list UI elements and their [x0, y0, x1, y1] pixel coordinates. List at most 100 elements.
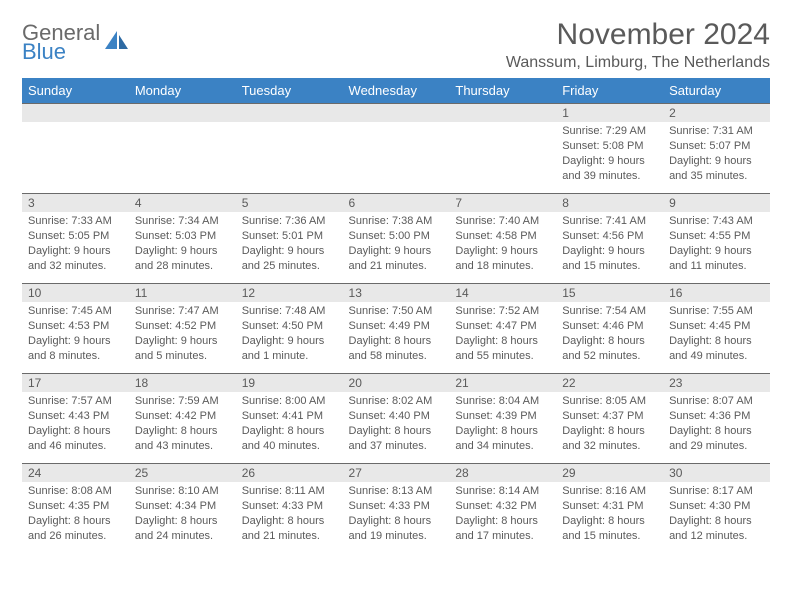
day-cell: 3Sunrise: 7:33 AMSunset: 5:05 PMDaylight… — [22, 193, 129, 283]
day-detail: Sunrise: 7:55 AMSunset: 4:45 PMDaylight:… — [663, 302, 770, 367]
sunrise-text: Sunrise: 7:31 AM — [669, 124, 764, 139]
sunrise-text: Sunrise: 8:05 AM — [562, 394, 657, 409]
day-cell: 1 Sunrise: 7:29 AMSunset: 5:08 PMDaylight… — [556, 103, 663, 193]
day-number: 1 — [556, 103, 663, 122]
weekday-header: Saturday — [663, 78, 770, 103]
day-number: 11 — [129, 283, 236, 302]
day-detail: Sunrise: 7:31 AMSunset: 5:07 PMDaylight:… — [663, 122, 770, 187]
day-number: 29 — [556, 463, 663, 482]
daylight-text: Daylight: 8 hours and 17 minutes. — [455, 514, 550, 544]
calendar-table: Sunday Monday Tuesday Wednesday Thursday… — [22, 78, 770, 547]
sunrise-text: Sunrise: 7:38 AM — [349, 214, 444, 229]
day-cell: 21Sunrise: 8:04 AMSunset: 4:39 PMDayligh… — [449, 373, 556, 463]
daylight-text: Daylight: 8 hours and 43 minutes. — [135, 424, 230, 454]
day-number: 26 — [236, 463, 343, 482]
daylight-text: Daylight: 9 hours and 18 minutes. — [455, 244, 550, 274]
day-cell: 27Sunrise: 8:13 AMSunset: 4:33 PMDayligh… — [343, 463, 450, 547]
weekday-header: Sunday — [22, 78, 129, 103]
day-detail: Sunrise: 7:59 AMSunset: 4:42 PMDaylight:… — [129, 392, 236, 457]
day-detail: Sunrise: 8:07 AMSunset: 4:36 PMDaylight:… — [663, 392, 770, 457]
daylight-text: Daylight: 9 hours and 39 minutes. — [562, 154, 657, 184]
day-detail: Sunrise: 8:14 AMSunset: 4:32 PMDaylight:… — [449, 482, 556, 547]
sunrise-text: Sunrise: 7:50 AM — [349, 304, 444, 319]
sunset-text: Sunset: 4:39 PM — [455, 409, 550, 424]
sunset-text: Sunset: 4:46 PM — [562, 319, 657, 334]
sunset-text: Sunset: 4:34 PM — [135, 499, 230, 514]
sunrise-text: Sunrise: 7:52 AM — [455, 304, 550, 319]
day-cell: 14Sunrise: 7:52 AMSunset: 4:47 PMDayligh… — [449, 283, 556, 373]
sunrise-text: Sunrise: 8:04 AM — [455, 394, 550, 409]
day-number: 4 — [129, 193, 236, 212]
sunrise-text: Sunrise: 7:40 AM — [455, 214, 550, 229]
sunset-text: Sunset: 4:42 PM — [135, 409, 230, 424]
day-detail: Sunrise: 8:13 AMSunset: 4:33 PMDaylight:… — [343, 482, 450, 547]
sunrise-text: Sunrise: 7:29 AM — [562, 124, 657, 139]
weekday-header: Monday — [129, 78, 236, 103]
daylight-text: Daylight: 8 hours and 34 minutes. — [455, 424, 550, 454]
daylight-text: Daylight: 8 hours and 55 minutes. — [455, 334, 550, 364]
day-cell: 9Sunrise: 7:43 AMSunset: 4:55 PMDaylight… — [663, 193, 770, 283]
location: Wanssum, Limburg, The Netherlands — [506, 54, 770, 72]
daylight-text: Daylight: 9 hours and 15 minutes. — [562, 244, 657, 274]
day-cell: 29Sunrise: 8:16 AMSunset: 4:31 PMDayligh… — [556, 463, 663, 547]
day-cell: 2Sunrise: 7:31 AMSunset: 5:07 PMDaylight… — [663, 103, 770, 193]
weekday-header: Tuesday — [236, 78, 343, 103]
day-detail: Sunrise: 7:47 AMSunset: 4:52 PMDaylight:… — [129, 302, 236, 367]
day-detail: Sunrise: 7:34 AMSunset: 5:03 PMDaylight:… — [129, 212, 236, 277]
day-number: 7 — [449, 193, 556, 212]
sunset-text: Sunset: 4:33 PM — [349, 499, 444, 514]
daylight-text: Daylight: 9 hours and 28 minutes. — [135, 244, 230, 274]
day-detail: Sunrise: 8:17 AMSunset: 4:30 PMDaylight:… — [663, 482, 770, 547]
day-detail: Sunrise: 7:50 AMSunset: 4:49 PMDaylight:… — [343, 302, 450, 367]
sunrise-text: Sunrise: 8:00 AM — [242, 394, 337, 409]
day-number: 22 — [556, 373, 663, 392]
sunset-text: Sunset: 4:55 PM — [669, 229, 764, 244]
day-number: 12 — [236, 283, 343, 302]
sunset-text: Sunset: 4:36 PM — [669, 409, 764, 424]
calendar-body: 1Sunrise: 7:29 AMSunset: 5:08 PMDaylight… — [22, 103, 770, 547]
sunrise-text: Sunrise: 8:16 AM — [562, 484, 657, 499]
daylight-text: Daylight: 8 hours and 21 minutes. — [242, 514, 337, 544]
logo-text: General Blue — [22, 24, 100, 61]
day-detail: Sunrise: 7:48 AMSunset: 4:50 PMDaylight:… — [236, 302, 343, 367]
sunset-text: Sunset: 4:49 PM — [349, 319, 444, 334]
week-row: 1 Sunrise: 7:29 AMSunset: 5:08 PMDaylight… — [22, 103, 770, 193]
sunset-text: Sunset: 4:53 PM — [28, 319, 123, 334]
sunset-text: Sunset: 5:00 PM — [349, 229, 444, 244]
daylight-text: Daylight: 9 hours and 32 minutes. — [28, 244, 123, 274]
sunset-text: Sunset: 5:03 PM — [135, 229, 230, 244]
day-number: 16 — [663, 283, 770, 302]
daylight-text: Daylight: 8 hours and 12 minutes. — [669, 514, 764, 544]
day-cell: 24Sunrise: 8:08 AMSunset: 4:35 PMDayligh… — [22, 463, 129, 547]
day-detail: Sunrise: 7:41 AMSunset: 4:56 PMDaylight:… — [556, 212, 663, 277]
day-number — [343, 103, 450, 122]
day-number — [129, 103, 236, 122]
day-cell: 4Sunrise: 7:34 AMSunset: 5:03 PMDaylight… — [129, 193, 236, 283]
day-detail: Sunrise: 7:40 AMSunset: 4:58 PMDaylight:… — [449, 212, 556, 277]
daylight-text: Daylight: 8 hours and 46 minutes. — [28, 424, 123, 454]
day-number: 18 — [129, 373, 236, 392]
logo: General Blue — [22, 24, 130, 61]
sunrise-text: Sunrise: 7:47 AM — [135, 304, 230, 319]
day-number — [22, 103, 129, 122]
day-cell — [236, 103, 343, 193]
sunset-text: Sunset: 4:56 PM — [562, 229, 657, 244]
week-row: 17Sunrise: 7:57 AMSunset: 4:43 PMDayligh… — [22, 373, 770, 463]
sunrise-text: Sunrise: 8:11 AM — [242, 484, 337, 499]
day-detail: Sunrise: 7:38 AMSunset: 5:00 PMDaylight:… — [343, 212, 450, 277]
sunset-text: Sunset: 5:01 PM — [242, 229, 337, 244]
daylight-text: Daylight: 8 hours and 15 minutes. — [562, 514, 657, 544]
day-cell: 12Sunrise: 7:48 AMSunset: 4:50 PMDayligh… — [236, 283, 343, 373]
day-detail: Sunrise: 7:45 AMSunset: 4:53 PMDaylight:… — [22, 302, 129, 367]
sunrise-text: Sunrise: 7:45 AM — [28, 304, 123, 319]
sunset-text: Sunset: 5:07 PM — [669, 139, 764, 154]
day-cell — [129, 103, 236, 193]
day-number: 9 — [663, 193, 770, 212]
day-cell — [343, 103, 450, 193]
day-cell: 17Sunrise: 7:57 AMSunset: 4:43 PMDayligh… — [22, 373, 129, 463]
day-number: 14 — [449, 283, 556, 302]
sunset-text: Sunset: 5:08 PM — [562, 139, 657, 154]
daylight-text: Daylight: 8 hours and 32 minutes. — [562, 424, 657, 454]
sunrise-text: Sunrise: 8:17 AM — [669, 484, 764, 499]
sunset-text: Sunset: 4:58 PM — [455, 229, 550, 244]
